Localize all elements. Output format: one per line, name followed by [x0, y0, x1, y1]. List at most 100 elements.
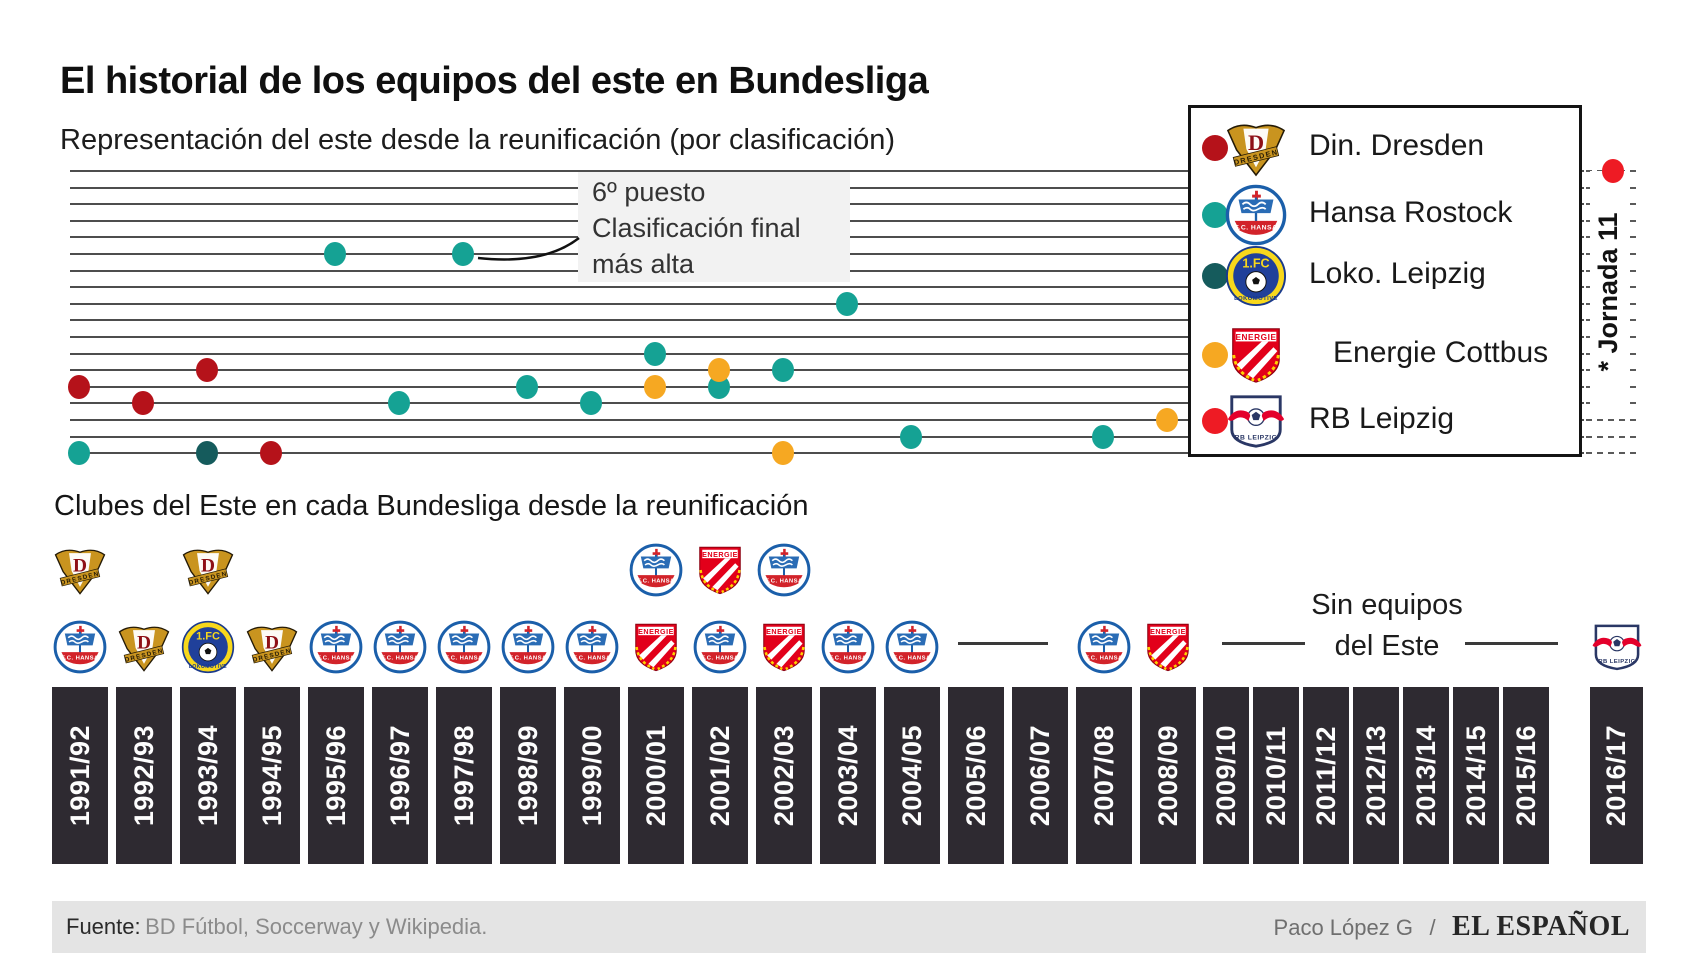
jornada-dashed-gridline	[1586, 435, 1636, 438]
season-bar-2001-02: 2001/02	[692, 687, 748, 864]
season-label: 2002/03	[768, 724, 799, 827]
season-bar-2011-12: 2011/12	[1303, 687, 1349, 864]
legend-label-rbl: RB Leipzig	[1309, 402, 1455, 435]
dot-hansa-2002-03	[772, 358, 794, 383]
season-label: 1992/93	[128, 724, 159, 827]
legend-dot-dresden	[1202, 135, 1228, 161]
no-teams-label: Sin equipos del Este	[1311, 589, 1463, 662]
source-text: BD Fútbol, Soccerway y Wikipedia.	[145, 914, 488, 939]
dot-energie-2001-02	[708, 358, 730, 383]
dot-dresden-1992-93	[132, 391, 154, 416]
hansa-crest-icon	[309, 620, 363, 674]
season-label: 1999/00	[576, 724, 607, 827]
season-label: 1998/99	[512, 724, 543, 827]
energie-crest-icon	[1146, 622, 1190, 672]
dot-dresden-1993-94	[196, 358, 218, 383]
season-label: 1995/96	[320, 724, 351, 827]
hansa-crest-icon	[437, 620, 491, 674]
jornada-note: * Jornada 11	[1590, 171, 1626, 413]
gridline-pos-7	[70, 269, 1637, 272]
season-label: 2008/09	[1152, 724, 1183, 827]
season-bar-1993-94: 1993/94	[180, 687, 236, 864]
legend-label-loko: Loko. Leipzig	[1309, 257, 1486, 290]
season-label: 2001/02	[704, 724, 735, 827]
dot-hansa-1999-00	[580, 391, 602, 416]
dot-loko-1993-94	[196, 441, 218, 466]
season-bar-2004-05: 2004/05	[884, 687, 940, 864]
gridline-pos-13	[70, 369, 1637, 372]
footer: Fuente: BD Fútbol, Soccerway y Wikipedia…	[52, 901, 1646, 953]
jornada-dashed-gridline	[1586, 419, 1636, 421]
credit-text: Paco López G	[1273, 915, 1413, 940]
hansa-crest-icon	[53, 620, 107, 674]
dot-energie-2008-09	[1156, 408, 1178, 432]
energie-crest-icon	[1231, 327, 1281, 384]
legend-dot-rbl	[1202, 408, 1228, 434]
legend-dot-hansa	[1202, 202, 1228, 228]
season-bar-2007-08: 2007/08	[1076, 687, 1132, 864]
season-bar-1991-92: 1991/92	[52, 687, 108, 864]
rbl-crest-icon	[1226, 395, 1286, 448]
hansa-crest-icon	[757, 543, 811, 597]
season-bar-2012-13: 2012/13	[1353, 687, 1399, 864]
legend-label-energie: Energie Cottbus	[1333, 336, 1549, 369]
rbl-crest-icon	[1590, 624, 1643, 671]
gridline-pos-6	[70, 253, 1637, 255]
dresden-crest-icon	[246, 626, 298, 672]
credit-separator: /	[1429, 915, 1436, 940]
annotation-pointer-line	[477, 237, 580, 261]
dot-hansa-2007-08	[1092, 424, 1114, 449]
dot-dresden-1991-92	[68, 374, 90, 399]
gridline-pos-3	[70, 203, 1637, 206]
season-label: 2015/16	[1510, 724, 1541, 827]
credits: Paco López G / EL ESPAÑOL	[1274, 911, 1630, 943]
season-label: 2005/06	[960, 724, 991, 827]
dot-hansa-1991-92	[68, 441, 90, 466]
season-bar-2002-03: 2002/03	[756, 687, 812, 864]
energie-crest-icon	[698, 545, 742, 595]
gridline-pos-8	[70, 286, 1637, 289]
season-bar-1995-96: 1995/96	[308, 687, 364, 864]
gridline-pos-11	[70, 336, 1637, 338]
season-bar-1996-97: 1996/97	[372, 687, 428, 864]
season-label: 1994/95	[256, 724, 287, 827]
hansa-crest-icon	[501, 620, 555, 674]
annotation-line-2: Clasificación final	[592, 213, 801, 243]
dot-hansa-1997-98	[452, 242, 474, 266]
season-bar-1992-93: 1992/93	[116, 687, 172, 864]
dot-hansa-2000-01	[644, 341, 666, 366]
dot-hansa-1996-97	[388, 391, 410, 416]
dot-hansa-2003-04	[836, 291, 858, 316]
dot-hansa-1998-99	[516, 374, 538, 399]
hansa-crest-icon	[1225, 184, 1287, 246]
season-label: 2009/10	[1210, 724, 1241, 827]
season-label: 2003/04	[832, 724, 863, 827]
season-bar-2015-16: 2015/16	[1503, 687, 1549, 864]
season-bar-1999-00: 1999/00	[564, 687, 620, 864]
gridline-pos-1	[70, 170, 1637, 172]
gridline-pos-15	[70, 402, 1637, 405]
annotation-box: 6º puesto Clasificación final más alta	[578, 172, 850, 282]
timeline-heading: Clubes del Este en cada Bundesliga desde…	[54, 490, 809, 522]
season-label: 2000/01	[640, 724, 671, 827]
season-label: 2016/17	[1601, 724, 1631, 827]
hansa-crest-icon	[565, 620, 619, 674]
season-bar-2008-09: 2008/09	[1140, 687, 1196, 864]
energie-crest-icon	[762, 622, 806, 672]
hansa-crest-icon	[885, 620, 939, 674]
season-bar-2010-11: 2010/11	[1253, 687, 1299, 864]
brand-logo: EL ESPAÑOL	[1452, 911, 1630, 942]
legend-label-hansa: Hansa Rostock	[1309, 196, 1513, 229]
season-bar-1994-95: 1994/95	[244, 687, 300, 864]
season-bar-1998-99: 1998/99	[500, 687, 556, 864]
dot-hansa-1995-96	[324, 242, 346, 266]
gridline-pos-10	[70, 319, 1637, 322]
gridline-pos-4	[70, 219, 1637, 222]
season-label: 2011/12	[1310, 725, 1341, 826]
chart-subtitle: Representación del este desde la reunifi…	[60, 124, 896, 156]
dot-energie-2000-01	[644, 374, 666, 399]
annotation-line-1: 6º puesto	[592, 177, 706, 207]
annotation-line-3: más alta	[592, 249, 695, 279]
no-teams-dash-3	[1465, 642, 1558, 645]
